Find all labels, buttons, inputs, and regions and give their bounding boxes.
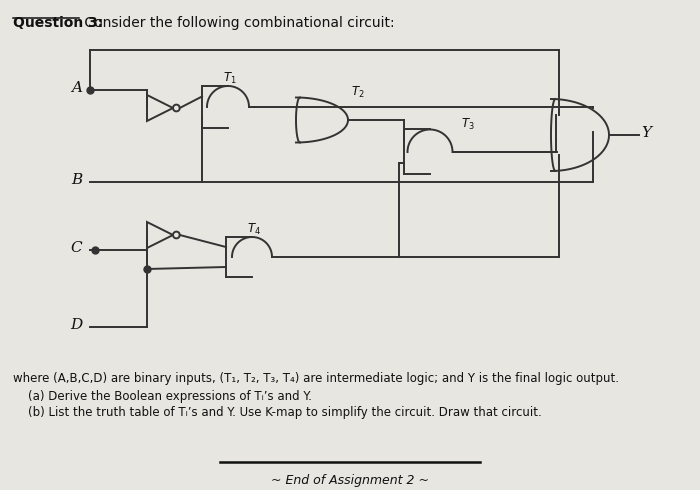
Text: $T_1$: $T_1$ — [223, 71, 237, 86]
Text: ~ End of Assignment 2 ~: ~ End of Assignment 2 ~ — [271, 474, 429, 487]
Text: Y: Y — [641, 126, 651, 140]
Text: C: C — [71, 241, 82, 255]
Text: A: A — [71, 81, 82, 95]
Text: Consider the following combinational circuit:: Consider the following combinational cir… — [80, 16, 395, 30]
Text: Question 3:: Question 3: — [13, 16, 104, 30]
Text: B: B — [71, 173, 82, 187]
Text: where (A,B,C,D) are binary inputs, (T₁, T₂, T₃, T₄) are intermediate logic; and : where (A,B,C,D) are binary inputs, (T₁, … — [13, 372, 619, 385]
Text: D: D — [70, 318, 82, 332]
Text: (a) Derive the Boolean expressions of Tᵢ’s and Y.: (a) Derive the Boolean expressions of Tᵢ… — [13, 390, 312, 403]
Text: (b) List the truth table of Tᵢ’s and Y. Use K-map to simplify the circuit. Draw : (b) List the truth table of Tᵢ’s and Y. … — [13, 406, 542, 419]
Text: $T_4$: $T_4$ — [247, 222, 261, 237]
Text: $T_3$: $T_3$ — [461, 117, 475, 132]
Text: $T_2$: $T_2$ — [351, 84, 365, 99]
